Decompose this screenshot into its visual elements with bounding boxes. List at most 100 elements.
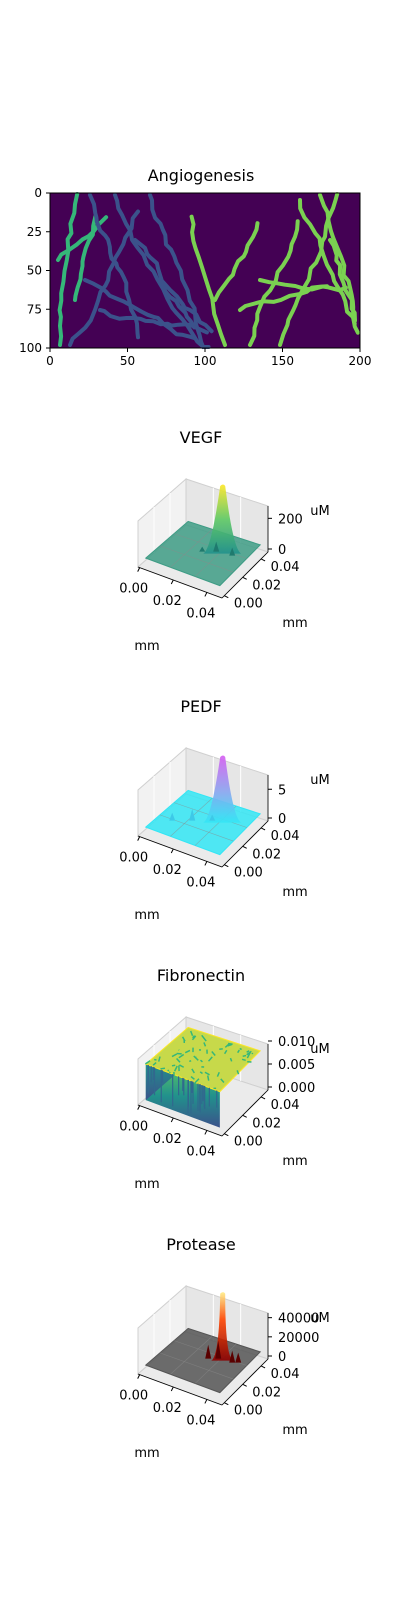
x-tick (137, 1374, 141, 1379)
surface-streak (160, 1067, 166, 1070)
surface-streak (171, 1064, 176, 1067)
vessel (213, 221, 260, 302)
chart-title: Protease (166, 1235, 235, 1254)
vessel (148, 193, 206, 349)
z-tick-label: 40000 (278, 1312, 319, 1327)
y-tick (260, 1365, 266, 1369)
y-tick-label: 0.04 (271, 560, 300, 575)
surface-grid (170, 1335, 213, 1375)
x-axis-line (137, 1373, 223, 1406)
y-axis-line (221, 820, 269, 868)
surface-streak (199, 1059, 203, 1063)
surface-spike (209, 814, 216, 821)
surface-streak (246, 1050, 250, 1053)
surface-spike (169, 812, 176, 821)
x-tick-label: 0.00 (119, 1120, 148, 1135)
y-tick-label: 0.00 (234, 597, 263, 612)
y-tick-label: 0.00 (234, 866, 263, 881)
surface-peak (203, 755, 242, 823)
surface-streak (242, 1054, 247, 1057)
surface-streak (224, 1043, 230, 1048)
surface-streak (203, 1042, 207, 1047)
surface-spike (215, 1340, 222, 1359)
x-tick (170, 579, 174, 585)
vessel (68, 209, 140, 347)
surface-streak (207, 1056, 213, 1062)
surface-streak (174, 1065, 178, 1072)
vegf-chart: VEGF 0.00 0.02 0.04 mm 0.00 0.02 0.04 mm 0 200 uM (119, 428, 330, 654)
y-tick-label: 0.04 (271, 1098, 300, 1113)
vessel (158, 278, 214, 334)
vessel (248, 219, 300, 347)
x-axis-line (137, 835, 223, 868)
y-tick-label: 0 (34, 186, 42, 200)
x-tick-label: 0.00 (119, 582, 148, 597)
x-axis-label: mm (134, 908, 159, 923)
surface-streak (167, 1069, 170, 1072)
z-tick-label: 0.010 (278, 1035, 315, 1050)
surface-streak (241, 1058, 246, 1062)
vessel (258, 278, 348, 293)
surface-streak (193, 1055, 199, 1061)
surface-grid (170, 528, 213, 568)
surface-streak (229, 1057, 233, 1062)
surface-streak (144, 1060, 151, 1065)
surface-streak (179, 1064, 185, 1068)
surface-streak (220, 1078, 225, 1083)
z-tick-label: 0 (278, 543, 286, 558)
x-tick (170, 1386, 174, 1392)
surface-streak (178, 1053, 185, 1059)
x-axis-label: mm (134, 639, 159, 654)
surface-streak (236, 1070, 240, 1075)
surface-spike (205, 1344, 212, 1359)
surface-grid (194, 1343, 237, 1384)
z-axis-label: uM (310, 1311, 329, 1326)
y-tick (260, 1096, 266, 1100)
y-tick-label: 50 (27, 264, 42, 278)
surface-spike (229, 547, 236, 556)
surface-streak (246, 1050, 252, 1056)
surface-streak (199, 1071, 203, 1075)
y-tick-label: 25 (27, 225, 42, 239)
surface-streak (152, 1062, 157, 1066)
fibronectin-chart: Fibronectin 0.00 0.02 0.04 mm 0.00 0.02 0.04 mm… (119, 966, 330, 1192)
y-tick (224, 595, 229, 599)
x-tick-label: 0.04 (186, 1413, 215, 1428)
z-tick-label: 0.005 (278, 1058, 315, 1073)
x-tick (137, 1105, 141, 1110)
surface-peak (211, 1292, 234, 1361)
surface-spike (199, 546, 206, 552)
y-tick-label: 0.02 (252, 578, 281, 593)
x-tick-label: 50 (120, 354, 135, 368)
x-tick-label: 0.00 (119, 851, 148, 866)
vessel (83, 278, 197, 341)
z-tick-label: 200 (278, 512, 303, 527)
x-tick (204, 1130, 208, 1135)
surface-streak (181, 1036, 186, 1042)
z-tick-label: 0.000 (278, 1081, 315, 1096)
y-tick-label: 0.00 (234, 1135, 263, 1150)
y-axis-label: mm (282, 885, 307, 900)
x-axis-line (137, 566, 223, 599)
x-axis-line (137, 1104, 223, 1137)
z-axis-label: uM (310, 504, 329, 519)
surface-streak (227, 1043, 233, 1047)
surface-streak (204, 1071, 210, 1076)
z-axis-label: uM (310, 773, 329, 788)
protease-chart: Protease 0.00 0.02 0.04 mm 0.00 0.02 0.04 mm 0 20… (119, 1235, 330, 1461)
x-tick-label: 0.04 (186, 1144, 215, 1159)
y-axis-line (221, 1358, 269, 1406)
chart-title: Angiogenesis (148, 166, 255, 185)
x-tick-label: 150 (271, 354, 294, 368)
surface-spike (213, 541, 220, 552)
y-tick (242, 1114, 247, 1118)
angiogenesis-chart: Angiogenesis 0 50 100 150 200 0 25 50 75 100 (19, 166, 371, 368)
x-tick-label: 0.02 (153, 863, 182, 878)
surface-grid (159, 1352, 234, 1380)
y-tick (224, 1402, 229, 1406)
x-tick-label: 0.04 (186, 875, 215, 890)
x-tick-label: 0.00 (119, 1389, 148, 1404)
surface-streak (190, 1075, 195, 1080)
x-tick (204, 861, 208, 866)
